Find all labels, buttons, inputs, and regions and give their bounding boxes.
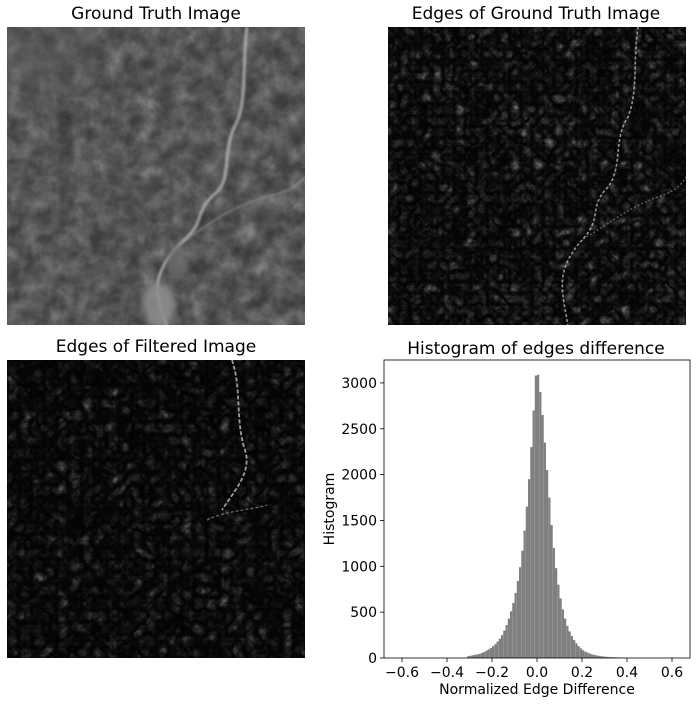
histogram-bar	[525, 506, 528, 658]
histogram-bar	[609, 657, 612, 658]
histogram-bar	[534, 375, 537, 658]
histogram-bar	[478, 653, 481, 658]
histogram-bar	[597, 655, 600, 658]
histogram-bar	[546, 470, 549, 658]
y-axis-label: Histogram	[322, 473, 338, 546]
histogram-bar	[577, 646, 580, 658]
histogram-bar	[530, 447, 533, 658]
histogram-bar	[469, 655, 472, 658]
x-tick-label: 0.4	[616, 665, 638, 681]
y-tick-label: 2000	[341, 468, 377, 484]
y-tick-label: 1000	[341, 559, 377, 575]
histogram-bar	[510, 611, 513, 658]
histogram-bar	[555, 568, 558, 658]
histogram-bar	[564, 618, 567, 658]
histogram-bar	[559, 598, 562, 658]
histogram-bar	[494, 644, 497, 658]
histogram-bar	[550, 525, 553, 658]
histogram-bars	[467, 374, 623, 658]
histogram-bar	[600, 656, 603, 658]
y-tick-label: 1500	[341, 513, 377, 529]
x-tick-label: 0.2	[571, 665, 593, 681]
histogram-bar	[505, 624, 508, 658]
edges-ground-truth-image	[388, 27, 686, 325]
histogram-bar	[512, 602, 515, 658]
histogram-bar	[496, 641, 499, 658]
histogram-bar	[498, 638, 501, 658]
histogram-bar	[532, 410, 535, 658]
histogram-bar	[602, 656, 605, 658]
edges-filtered-image	[7, 360, 305, 658]
histogram-bar	[501, 635, 504, 658]
y-tick-label: 0	[368, 651, 377, 667]
histogram-bar	[528, 479, 531, 658]
y-tick-label: 2500	[341, 422, 377, 438]
histogram-bar	[523, 530, 526, 658]
histogram-bar	[516, 580, 519, 658]
histogram-bar	[489, 647, 492, 658]
histogram-bar	[483, 652, 486, 658]
histogram-bar	[476, 654, 479, 658]
histogram-bar	[471, 655, 474, 658]
histogram-title: Histogram of edges difference	[407, 339, 664, 359]
x-tick-label: 0.0	[526, 665, 548, 681]
histogram-bar	[474, 654, 477, 658]
histogram-bar	[514, 592, 517, 658]
histogram-bar	[543, 442, 546, 658]
histogram-bar	[591, 654, 594, 658]
x-tick-label: −0.2	[475, 665, 509, 681]
edges-filtered-title: Edges of Filtered Image	[55, 337, 257, 357]
histogram-bar	[552, 547, 555, 658]
histogram-bar	[593, 654, 596, 658]
histogram-bar	[570, 635, 573, 658]
histogram-bar	[584, 651, 587, 658]
ground-truth-image	[7, 27, 305, 325]
histogram-bar	[561, 609, 564, 658]
x-axis-ticks: −0.6 −0.4 −0.2 0.0 0.2 0.4 0.6	[385, 658, 683, 681]
histogram-bar	[485, 650, 488, 658]
histogram-bar	[606, 656, 609, 658]
x-tick-label: −0.4	[430, 665, 464, 681]
histogram-bar	[566, 625, 569, 658]
histogram-bar	[586, 652, 589, 658]
x-axis-label: Normalized Edge Difference	[439, 682, 635, 698]
histogram-bar	[604, 656, 607, 658]
histogram-bar	[487, 649, 490, 658]
histogram-bar	[575, 643, 578, 658]
histogram-bar	[548, 497, 551, 658]
x-tick-label: 0.6	[661, 665, 683, 681]
histogram-bar	[582, 650, 585, 658]
histogram-bar	[579, 648, 582, 658]
histogram-bar	[492, 646, 495, 658]
histogram-bar	[539, 392, 542, 658]
y-tick-label: 3000	[341, 376, 377, 392]
y-axis-ticks: 0 500 1000 1500 2000 2500 3000	[341, 376, 384, 667]
histogram-bar	[595, 655, 598, 658]
histogram-bar	[557, 584, 560, 658]
histogram-bar	[507, 618, 510, 658]
x-tick-label: −0.6	[385, 665, 419, 681]
histogram-bar	[521, 550, 524, 658]
histogram-bar	[467, 656, 470, 658]
histogram-bar	[568, 631, 571, 658]
histogram-bar	[541, 415, 544, 658]
histogram-bar	[537, 374, 540, 658]
histogram-bar	[480, 652, 483, 658]
histogram-bar	[503, 630, 506, 658]
histogram-bar	[588, 653, 591, 658]
histogram-bar	[519, 567, 522, 658]
ground-truth-title: Ground Truth Image	[71, 4, 241, 24]
y-tick-label: 500	[350, 605, 377, 621]
edges-ground-truth-title: Edges of Ground Truth Image	[411, 4, 661, 24]
histogram-bar	[611, 657, 614, 658]
histogram-bar	[573, 640, 576, 658]
